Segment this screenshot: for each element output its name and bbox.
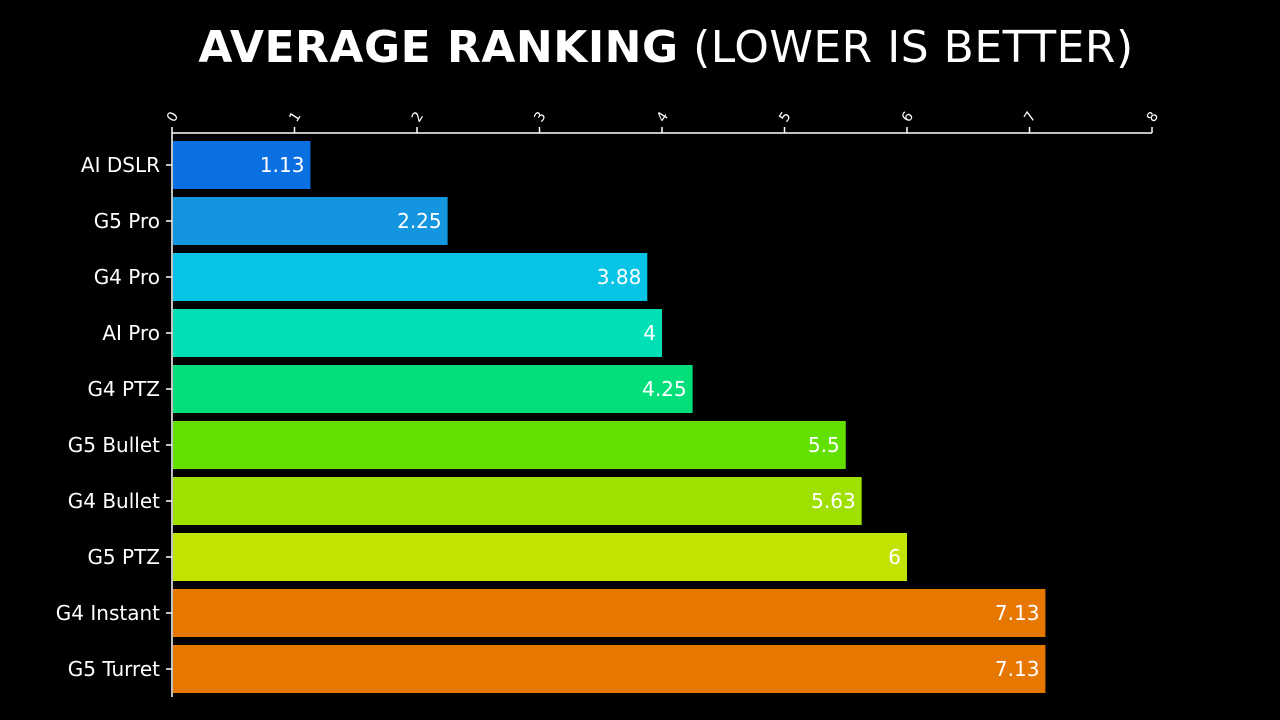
category-label: G4 Bullet <box>68 489 160 513</box>
chart-title: AVERAGE RANKING (LOWER IS BETTER) <box>0 22 1280 73</box>
x-tick-label: 6 <box>899 109 917 125</box>
category-label: G4 PTZ <box>87 377 160 401</box>
x-tick-label: 4 <box>654 109 672 125</box>
x-axis: 0 1 2 3 4 5 6 7 8 <box>164 109 1162 134</box>
bar <box>173 365 693 413</box>
category-label: AI Pro <box>102 321 160 345</box>
bars <box>173 141 1046 693</box>
x-tick-label: 1 <box>286 109 304 125</box>
x-tick-label: 8 <box>1144 109 1162 125</box>
bar <box>173 645 1046 693</box>
x-tick-label: 7 <box>1021 109 1039 125</box>
category-label: G5 PTZ <box>87 545 160 569</box>
x-tick-label: 3 <box>531 109 549 125</box>
x-tick-label: 0 <box>164 109 182 125</box>
value-label: 4 <box>643 321 656 345</box>
x-tick-label: 2 <box>409 109 427 125</box>
category-label: G4 Instant <box>56 601 160 625</box>
value-label: 7.13 <box>995 657 1040 681</box>
bar <box>173 197 448 245</box>
chart-title-light: (LOWER IS BETTER) <box>693 22 1134 73</box>
bar <box>173 309 662 357</box>
value-labels: 1.13 2.25 3.88 4 4.25 5.5 5.63 6 7.13 7.13 <box>260 153 1040 681</box>
bar <box>173 477 862 525</box>
bar <box>173 253 648 301</box>
y-axis <box>166 133 173 697</box>
value-label: 7.13 <box>995 601 1040 625</box>
category-label: G5 Turret <box>68 657 160 681</box>
bar <box>173 421 846 469</box>
chart-title-bold: AVERAGE RANKING <box>198 22 679 73</box>
category-label: G5 Pro <box>94 209 160 233</box>
category-label: G5 Bullet <box>68 433 160 457</box>
value-label: 6 <box>888 545 901 569</box>
bar <box>173 533 907 581</box>
x-tick-label: 5 <box>776 109 794 125</box>
category-label: AI DSLR <box>81 153 160 177</box>
bar <box>173 141 311 189</box>
category-label: G4 Pro <box>94 265 160 289</box>
value-label: 1.13 <box>260 153 305 177</box>
value-label: 3.88 <box>597 265 642 289</box>
bar <box>173 589 1046 637</box>
category-labels: AI DSLR G5 Pro G4 Pro AI Pro G4 PTZ G5 Bullet… <box>56 153 160 681</box>
value-label: 5.63 <box>811 489 856 513</box>
value-label: 4.25 <box>642 377 687 401</box>
value-label: 2.25 <box>397 209 442 233</box>
value-label: 5.5 <box>808 433 840 457</box>
